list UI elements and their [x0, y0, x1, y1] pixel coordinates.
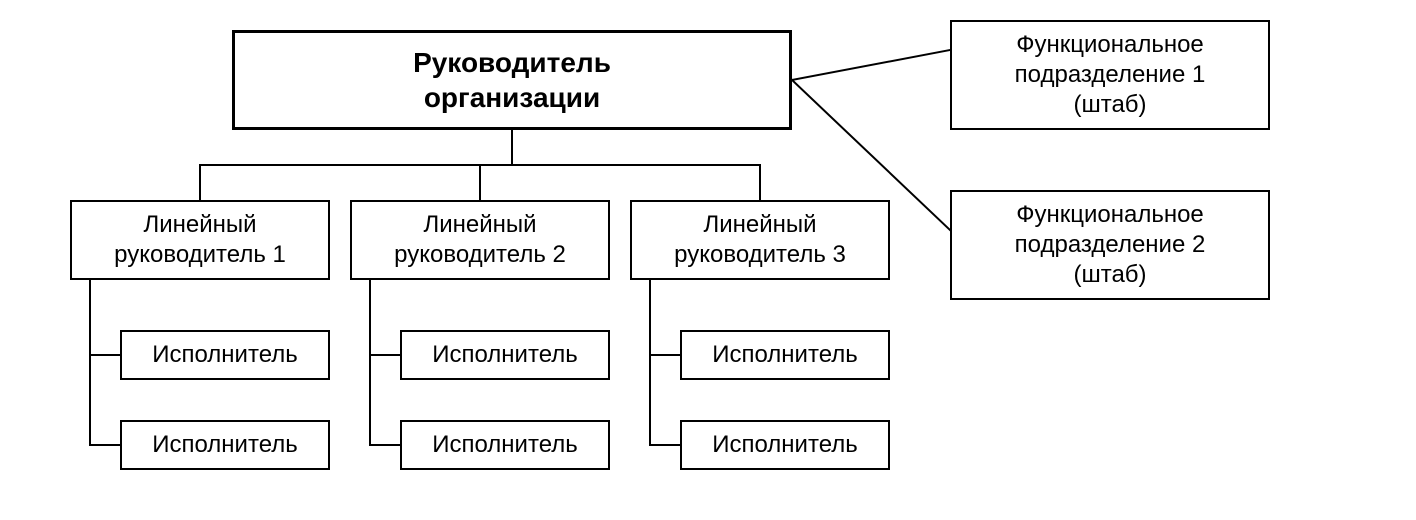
functional-unit-1: Функциональное подразделение 1 (штаб)	[950, 20, 1270, 130]
line-manager-3: Линейный руководитель 3	[630, 200, 890, 280]
org-chart-canvas: Руководитель организации Линейный руковод…	[0, 0, 1416, 520]
executor-e11-label: Исполнитель	[152, 340, 298, 370]
functional-unit-2: Функциональное подразделение 2 (штаб)	[950, 190, 1270, 300]
line-manager-2: Линейный руководитель 2	[350, 200, 610, 280]
executor-e31: Исполнитель	[680, 330, 890, 380]
executor-e22-label: Исполнитель	[432, 430, 578, 460]
executor-e31-label: Исполнитель	[712, 340, 858, 370]
line-manager-1: Линейный руководитель 1	[70, 200, 330, 280]
executor-e21-label: Исполнитель	[432, 340, 578, 370]
executor-e12: Исполнитель	[120, 420, 330, 470]
line-manager-3-label: Линейный руководитель 3	[674, 210, 846, 270]
line-manager-2-label: Линейный руководитель 2	[394, 210, 566, 270]
executor-e22: Исполнитель	[400, 420, 610, 470]
executor-e21: Исполнитель	[400, 330, 610, 380]
executor-e11: Исполнитель	[120, 330, 330, 380]
executor-e32: Исполнитель	[680, 420, 890, 470]
functional-unit-1-label: Функциональное подразделение 1 (штаб)	[1015, 30, 1206, 120]
functional-unit-2-label: Функциональное подразделение 2 (штаб)	[1015, 200, 1206, 290]
executor-e32-label: Исполнитель	[712, 430, 858, 460]
head-node: Руководитель организации	[232, 30, 792, 130]
executor-e12-label: Исполнитель	[152, 430, 298, 460]
head-node-label: Руководитель организации	[413, 45, 611, 115]
line-manager-1-label: Линейный руководитель 1	[114, 210, 286, 270]
